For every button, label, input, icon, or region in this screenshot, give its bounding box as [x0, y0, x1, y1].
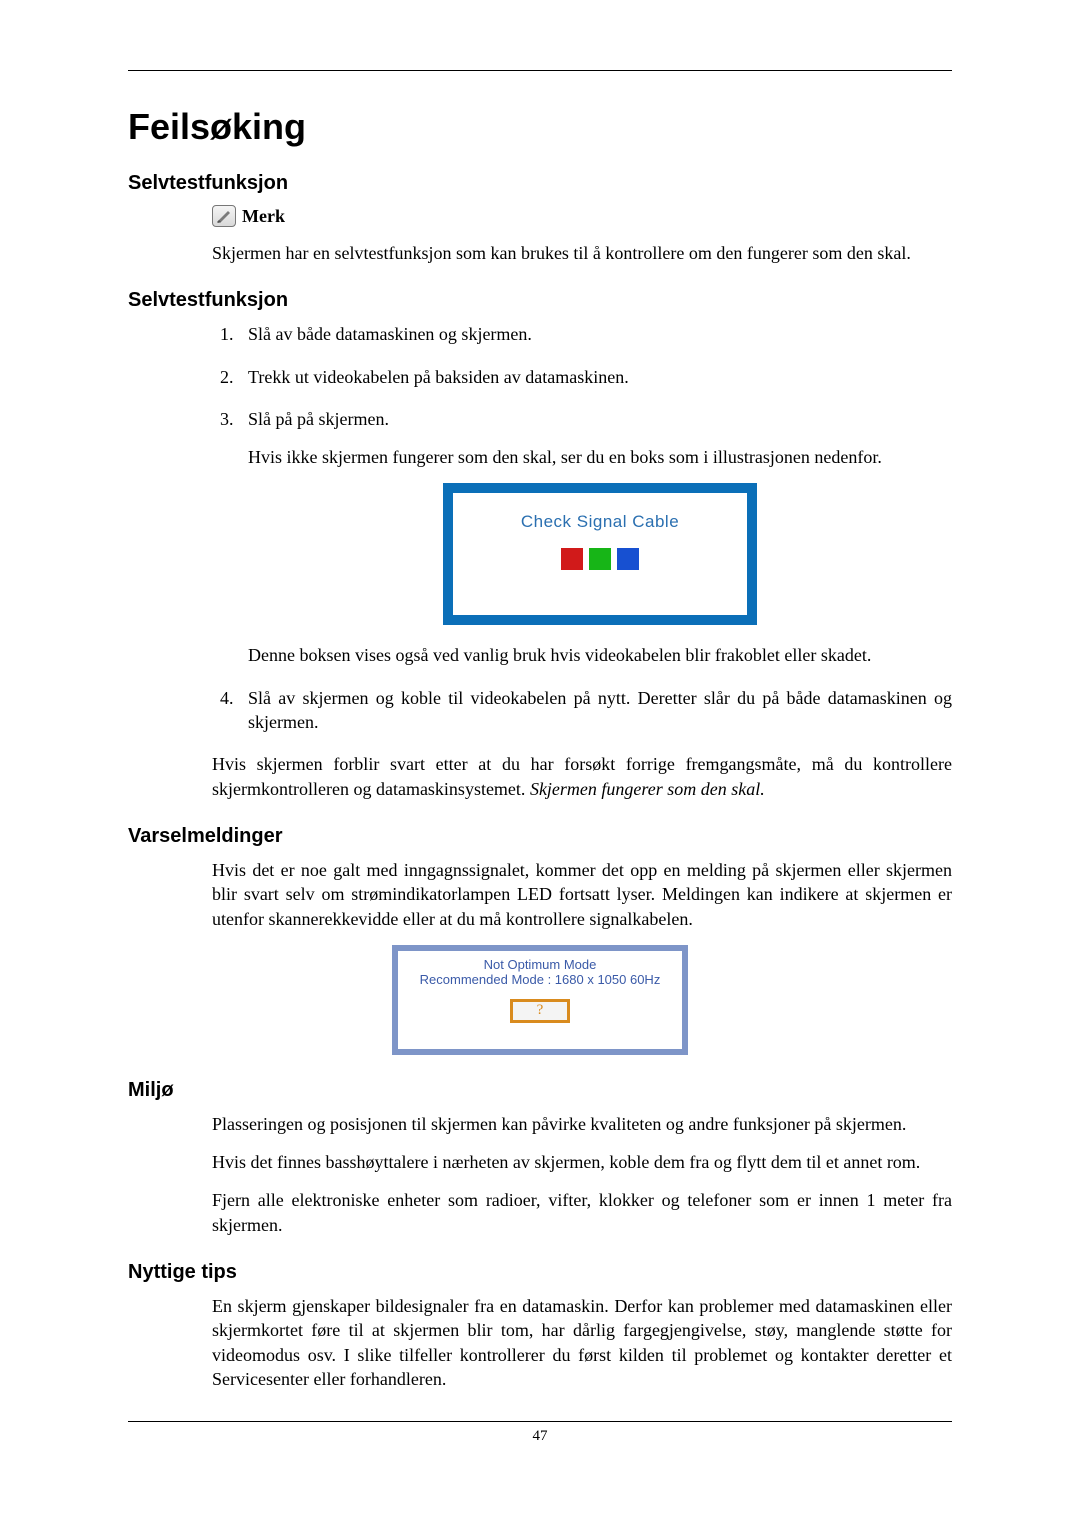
miljo-p3: Fjern alle elektroniske enheter som radi…	[212, 1188, 952, 1237]
selvtest-intro-text: Skjermen har en selvtestfunksjon som kan…	[212, 241, 952, 265]
heading-miljo: Miljø	[128, 1079, 952, 1102]
step-2-text: Trekk ut videokabelen på baksiden av dat…	[248, 367, 629, 387]
figure-1-wrap: Check Signal Cable	[248, 483, 952, 625]
figure-2-inner: Not Optimum Mode Recommended Mode : 1680…	[398, 951, 682, 1049]
heading-varsel: Varselmeldinger	[128, 825, 952, 848]
bottom-rule	[128, 1421, 952, 1422]
page-number: 47	[128, 1428, 952, 1445]
step-3-text: Slå på på skjermen.	[248, 409, 389, 429]
square-blue	[617, 548, 639, 570]
step-4-text: Slå av skjermen og koble til videokabele…	[248, 688, 952, 732]
figure-2-wrap: Not Optimum Mode Recommended Mode : 1680…	[128, 945, 952, 1055]
figure-1-inner: Check Signal Cable	[453, 493, 747, 615]
step-1-text: Slå av både datamaskinen og skjermen.	[248, 324, 532, 344]
step-3: Slå på på skjermen. Hvis ikke skjermen f…	[238, 407, 952, 668]
note-row: Merk	[212, 205, 952, 227]
figure-1-text: Check Signal Cable	[521, 511, 679, 534]
figure-2-line1: Not Optimum Mode	[484, 957, 597, 972]
step-3-followup: Hvis ikke skjermen fungerer som den skal…	[248, 445, 952, 469]
figure-2-line2: Recommended Mode : 1680 x 1050 60Hz	[420, 972, 661, 987]
tips-body: En skjerm gjenskaper bildesignaler fra e…	[212, 1294, 952, 1391]
step-3-after-figure: Denne boksen vises også ved vanlig bruk …	[248, 643, 952, 667]
figure-not-optimum-mode: Not Optimum Mode Recommended Mode : 1680…	[392, 945, 688, 1055]
figure-check-signal-cable: Check Signal Cable	[443, 483, 757, 625]
square-green	[589, 548, 611, 570]
note-icon	[212, 205, 236, 227]
selvtest-tail: Hvis skjermen forblir svart etter at du …	[212, 752, 952, 801]
page-title: Feilsøking	[128, 106, 952, 148]
selvtest-tail-italic: Skjermen fungerer som den skal.	[530, 779, 765, 799]
step-2: Trekk ut videokabelen på baksiden av dat…	[238, 365, 952, 389]
varsel-body: Hvis det er noe galt med inngagnssignale…	[212, 858, 952, 931]
figure-2-button: ?	[510, 999, 570, 1023]
selvtest-steps: Slå av både datamaskinen og skjermen. Tr…	[128, 322, 952, 734]
heading-selvtest-2: Selvtestfunksjon	[128, 289, 952, 312]
note-label: Merk	[242, 206, 285, 227]
square-red	[561, 548, 583, 570]
step-4: Slå av skjermen og koble til videokabele…	[238, 686, 952, 735]
step-1: Slå av både datamaskinen og skjermen.	[238, 322, 952, 346]
top-rule	[128, 70, 952, 71]
heading-selvtest-1: Selvtestfunksjon	[128, 172, 952, 195]
heading-tips: Nyttige tips	[128, 1261, 952, 1284]
miljo-p2: Hvis det finnes basshøyttalere i nærhete…	[212, 1150, 952, 1174]
miljo-p1: Plasseringen og posisjonen til skjermen …	[212, 1112, 952, 1136]
figure-1-color-squares	[561, 548, 639, 570]
